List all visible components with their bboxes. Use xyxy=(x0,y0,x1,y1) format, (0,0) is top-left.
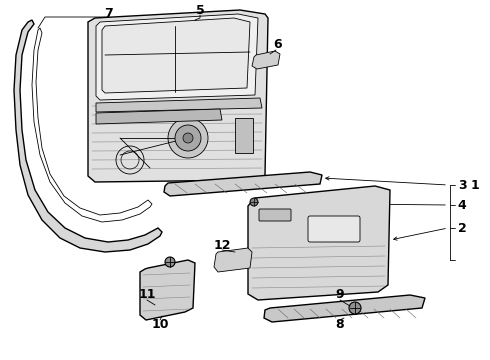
Circle shape xyxy=(168,118,208,158)
Polygon shape xyxy=(96,98,262,112)
Text: 11: 11 xyxy=(138,288,156,302)
Polygon shape xyxy=(14,20,162,252)
Text: 5: 5 xyxy=(196,4,204,17)
Bar xyxy=(235,118,253,153)
Polygon shape xyxy=(214,248,252,272)
FancyBboxPatch shape xyxy=(308,216,360,242)
Text: 8: 8 xyxy=(336,319,344,332)
FancyBboxPatch shape xyxy=(259,209,291,221)
Polygon shape xyxy=(32,28,152,222)
Text: 2: 2 xyxy=(458,221,466,234)
Text: 10: 10 xyxy=(151,319,169,332)
Polygon shape xyxy=(252,51,280,69)
Polygon shape xyxy=(96,14,258,100)
Text: 6: 6 xyxy=(274,37,282,50)
Polygon shape xyxy=(88,10,268,182)
Text: 4: 4 xyxy=(458,198,466,212)
Polygon shape xyxy=(264,295,425,322)
Circle shape xyxy=(349,302,361,314)
Circle shape xyxy=(165,257,175,267)
Circle shape xyxy=(175,125,201,151)
Polygon shape xyxy=(140,260,195,320)
Circle shape xyxy=(183,133,193,143)
Text: 3: 3 xyxy=(458,179,466,192)
Polygon shape xyxy=(96,109,222,124)
Circle shape xyxy=(250,198,258,206)
Polygon shape xyxy=(102,18,250,93)
Text: 1: 1 xyxy=(470,179,479,192)
Polygon shape xyxy=(248,186,390,300)
Polygon shape xyxy=(164,172,322,196)
Text: 12: 12 xyxy=(213,239,231,252)
Text: 7: 7 xyxy=(103,6,112,19)
Text: 9: 9 xyxy=(336,288,344,302)
